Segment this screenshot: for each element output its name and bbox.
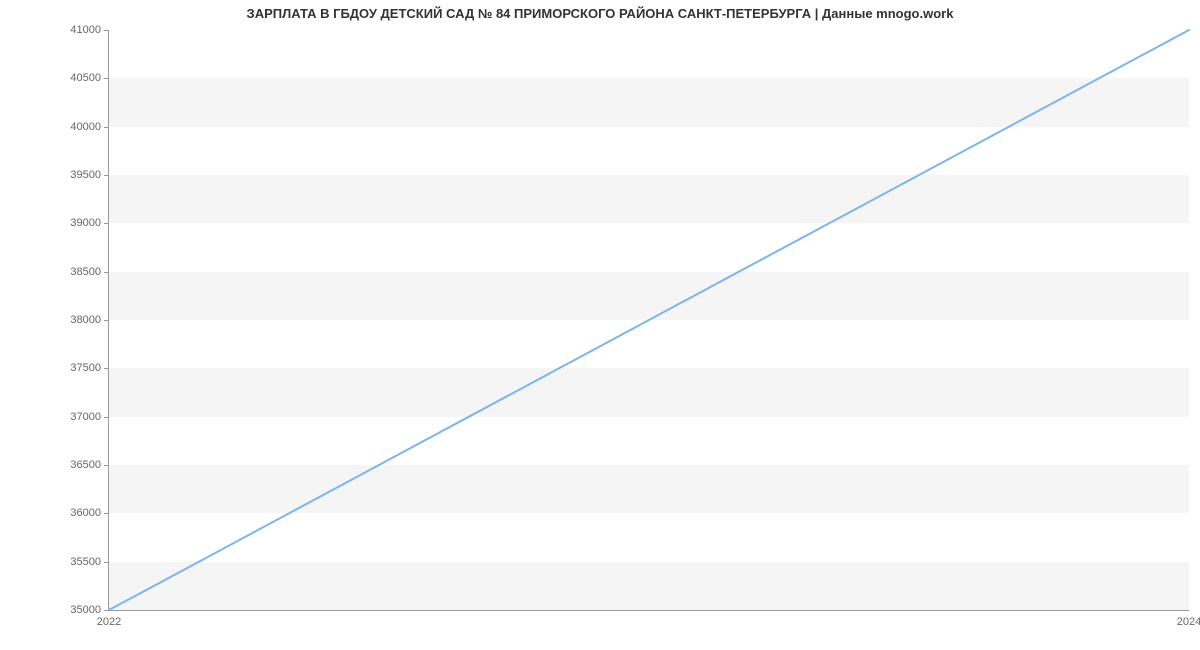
y-tick-mark <box>104 78 109 79</box>
line-layer <box>109 30 1189 610</box>
y-tick-mark <box>104 513 109 514</box>
series-line-salary <box>109 30 1189 610</box>
plot-area: 3500035500360003650037000375003800038500… <box>108 30 1189 611</box>
x-tick-label: 2024 <box>1177 610 1200 628</box>
chart-title: ЗАРПЛАТА В ГБДОУ ДЕТСКИЙ САД № 84 ПРИМОР… <box>0 6 1200 21</box>
x-tick-label: 2022 <box>97 610 121 628</box>
y-tick-mark <box>104 368 109 369</box>
y-tick-mark <box>104 465 109 466</box>
y-tick-mark <box>104 175 109 176</box>
y-tick-mark <box>104 127 109 128</box>
salary-line-chart: ЗАРПЛАТА В ГБДОУ ДЕТСКИЙ САД № 84 ПРИМОР… <box>0 0 1200 650</box>
y-tick-mark <box>104 272 109 273</box>
y-tick-mark <box>104 30 109 31</box>
y-tick-mark <box>104 562 109 563</box>
y-tick-mark <box>104 223 109 224</box>
y-tick-mark <box>104 320 109 321</box>
y-tick-mark <box>104 417 109 418</box>
